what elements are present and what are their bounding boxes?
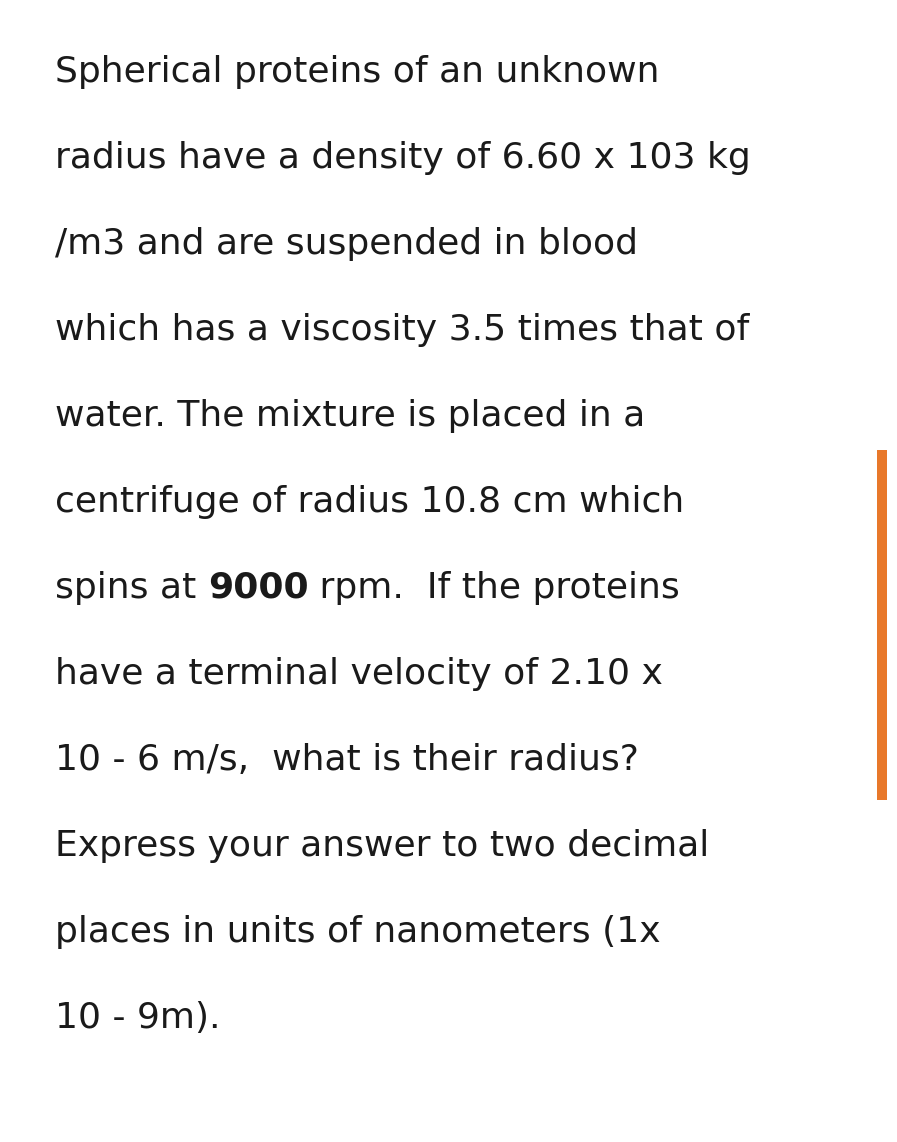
Text: 10 - 9m).: 10 - 9m). xyxy=(55,1002,221,1035)
Text: radius have a density of 6.60 x 103 kg: radius have a density of 6.60 x 103 kg xyxy=(55,140,751,175)
Text: 10 - 6 m/s,  what is their radius?: 10 - 6 m/s, what is their radius? xyxy=(55,743,639,777)
Text: 9000: 9000 xyxy=(208,571,309,605)
Text: centrifuge of radius 10.8 cm which: centrifuge of radius 10.8 cm which xyxy=(55,485,684,518)
Text: places in units of nanometers (1x: places in units of nanometers (1x xyxy=(55,915,660,949)
Text: rpm.  If the proteins: rpm. If the proteins xyxy=(309,571,680,605)
Text: water. The mixture is placed in a: water. The mixture is placed in a xyxy=(55,399,645,433)
Text: Express your answer to two decimal: Express your answer to two decimal xyxy=(55,829,710,863)
Text: which has a viscosity 3.5 times that of: which has a viscosity 3.5 times that of xyxy=(55,313,749,347)
Bar xyxy=(877,450,887,801)
Text: /m3 and are suspended in blood: /m3 and are suspended in blood xyxy=(55,227,638,262)
Text: have a terminal velocity of 2.10 x: have a terminal velocity of 2.10 x xyxy=(55,657,663,691)
Text: spins at: spins at xyxy=(55,571,208,605)
Text: Spherical proteins of an unknown: Spherical proteins of an unknown xyxy=(55,55,659,89)
